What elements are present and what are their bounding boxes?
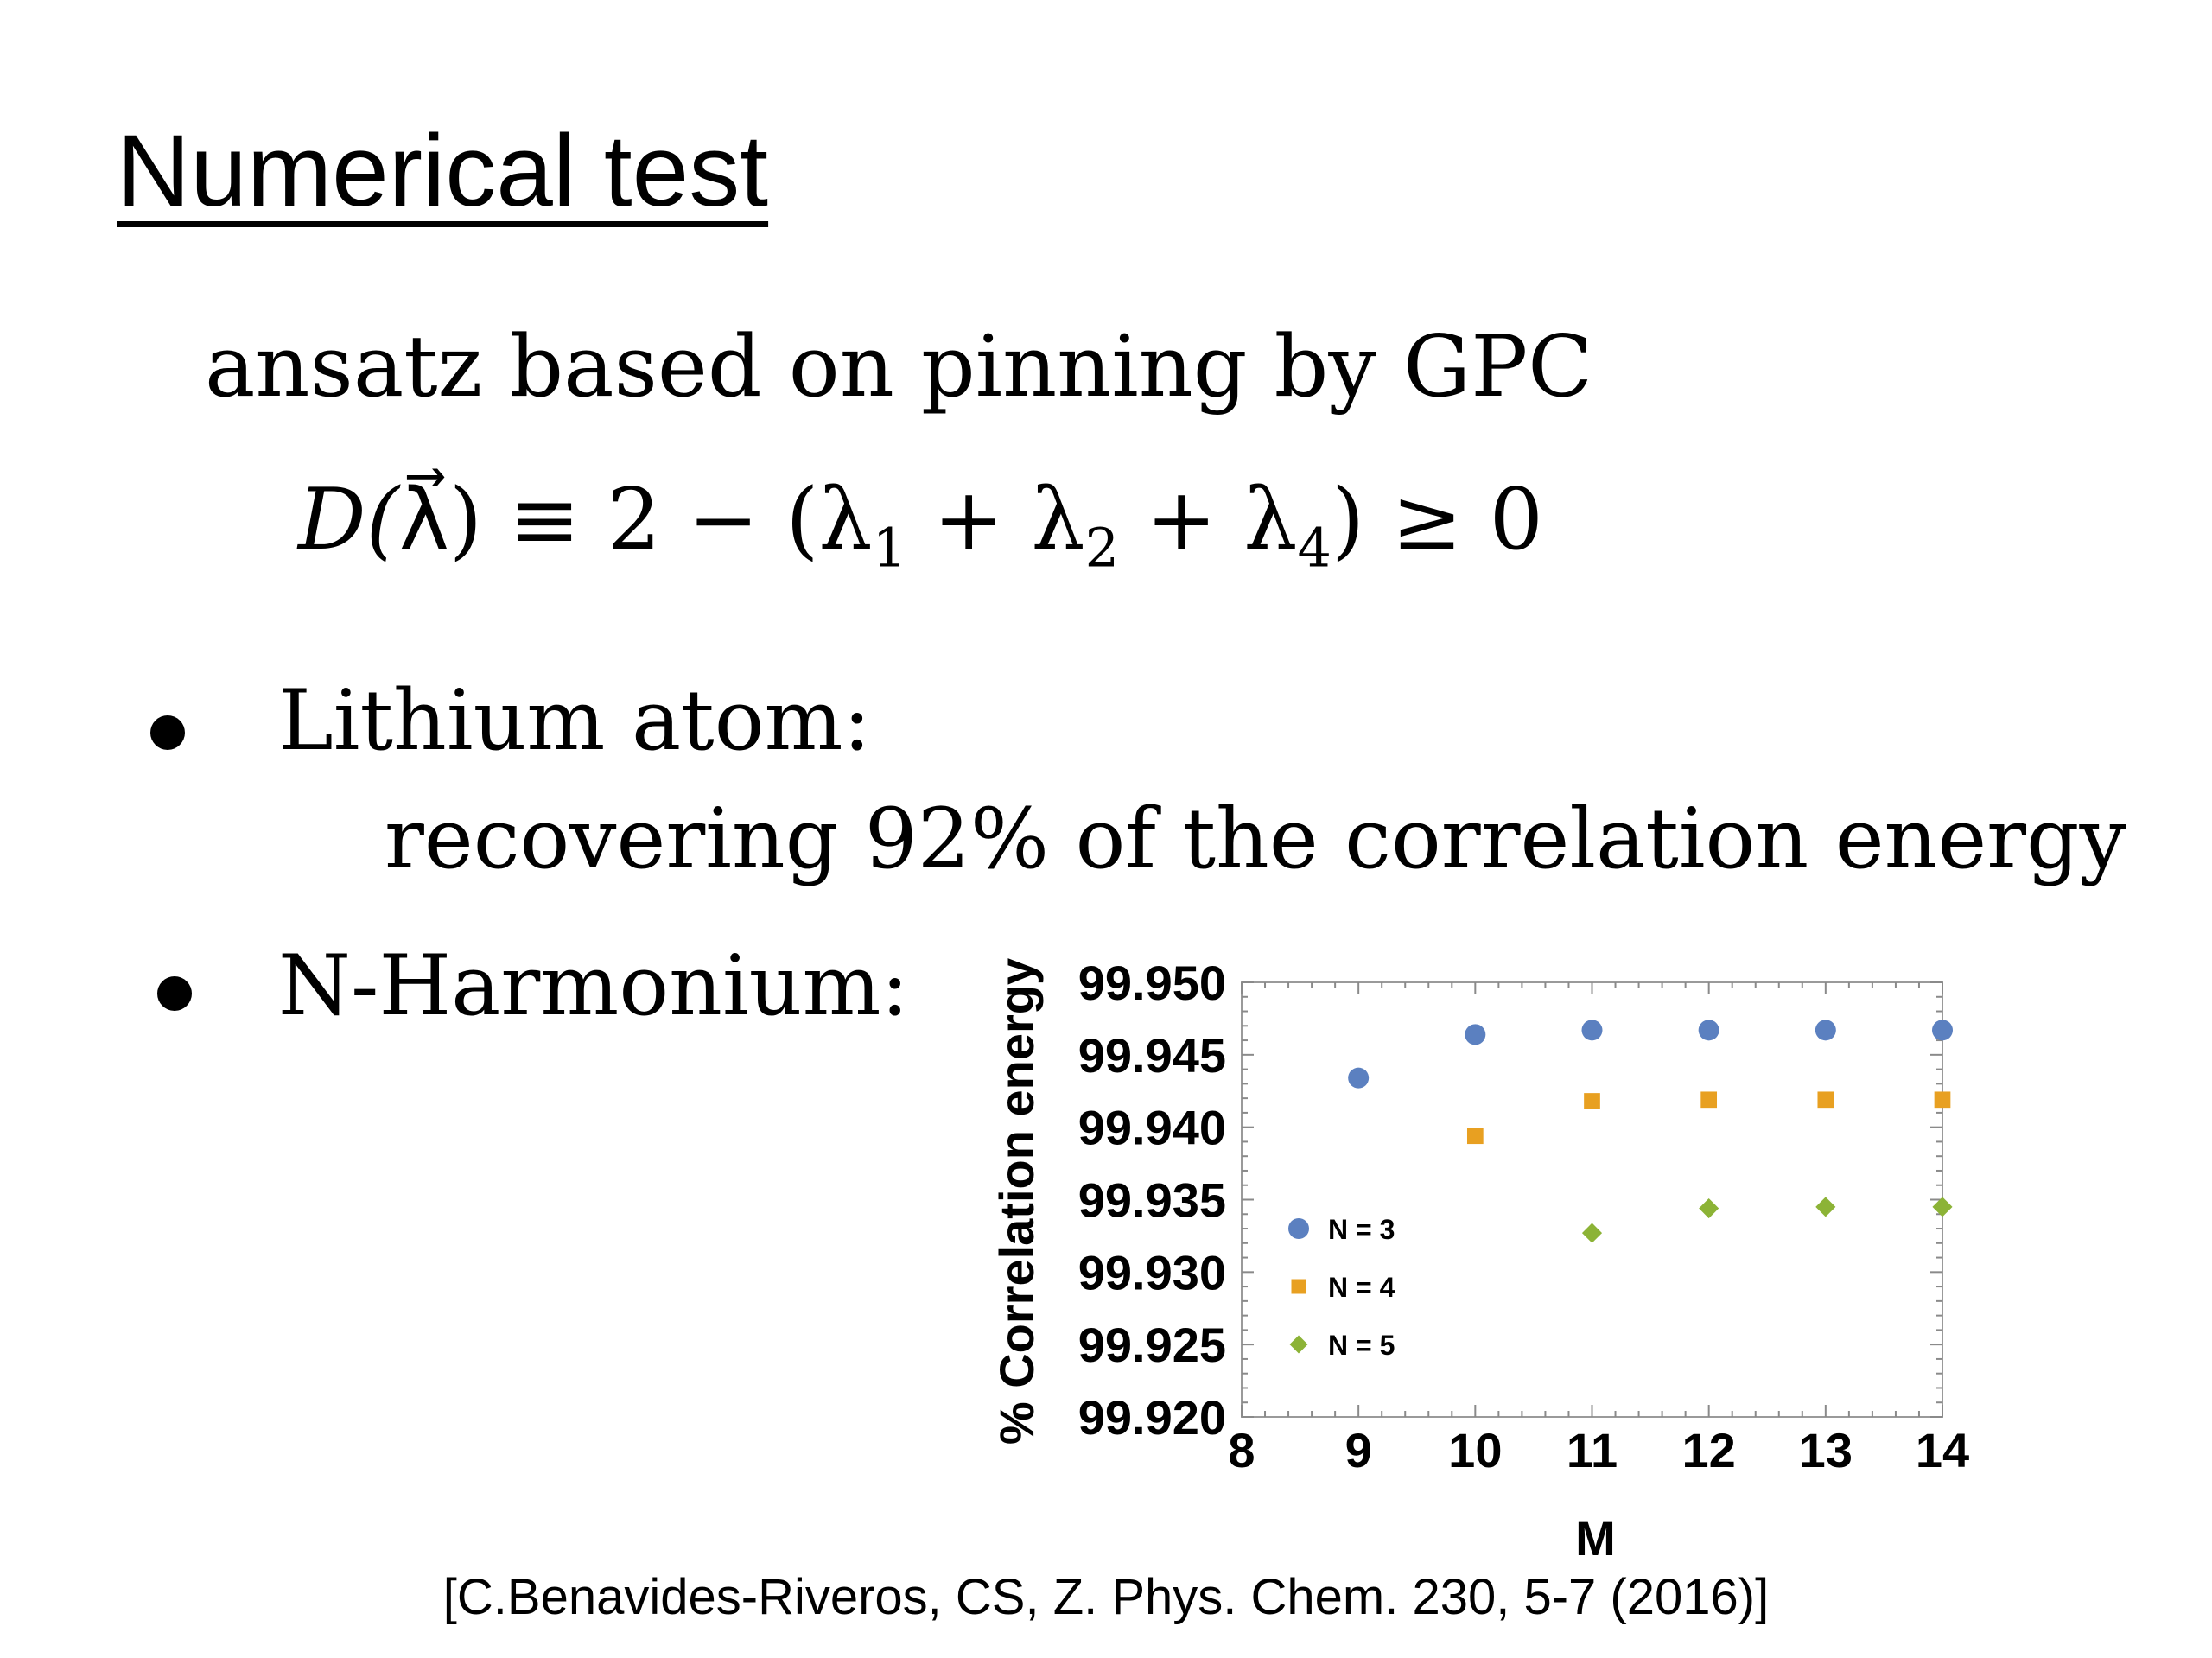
formula-sub-2: 2 bbox=[1084, 516, 1120, 580]
formula-tail: ) ≥ 0 bbox=[1332, 471, 1543, 569]
formula-lambda-vector: λ⃗ bbox=[398, 471, 449, 569]
slide-title: Numerical test bbox=[117, 114, 769, 228]
data-point bbox=[1815, 1197, 1836, 1217]
formula-d: D( bbox=[298, 471, 399, 569]
bullet-lithium-label: Lithium atom: bbox=[278, 672, 871, 769]
y-tick-label: 99.940 bbox=[1078, 1101, 1226, 1155]
legend-marker bbox=[1288, 1218, 1309, 1239]
data-point bbox=[1466, 1128, 1484, 1145]
data-point bbox=[1348, 1067, 1370, 1089]
y-tick-label: 99.950 bbox=[1078, 956, 1226, 1010]
x-tick-label: 13 bbox=[1799, 1423, 1853, 1477]
data-point bbox=[1699, 1198, 1719, 1219]
x-tick-label: 11 bbox=[1567, 1423, 1618, 1477]
pinning-formula: D(λ⃗) ≡ 2 − (λ1 + λ2 + λ4) ≥ 0 bbox=[298, 471, 1543, 580]
legend-label: N = 3 bbox=[1328, 1214, 1395, 1245]
data-point bbox=[1932, 1197, 1953, 1217]
x-tick-label: 14 bbox=[1916, 1423, 1969, 1477]
formula-plus-1: + λ bbox=[906, 471, 1085, 569]
data-point bbox=[1934, 1091, 1951, 1109]
x-tick-label: 10 bbox=[1448, 1423, 1502, 1477]
formula-rhs-open: ) ≡ 2 − (λ bbox=[448, 471, 873, 569]
data-point bbox=[1817, 1091, 1834, 1109]
formula-sub-1: 1 bbox=[872, 516, 907, 580]
data-point bbox=[1815, 1020, 1836, 1041]
data-point bbox=[1584, 1093, 1600, 1109]
y-tick-label: 99.920 bbox=[1078, 1390, 1226, 1445]
x-tick-label: 12 bbox=[1682, 1423, 1736, 1477]
x-tick-label: 9 bbox=[1345, 1423, 1372, 1477]
formula-plus-2: + λ bbox=[1119, 471, 1298, 569]
bullet-icon bbox=[150, 715, 185, 750]
legend-marker bbox=[1289, 1335, 1308, 1354]
data-point bbox=[1698, 1020, 1719, 1041]
data-point bbox=[1932, 1020, 1953, 1041]
legend-marker bbox=[1291, 1279, 1306, 1294]
y-tick-label: 99.930 bbox=[1078, 1245, 1226, 1299]
bullet-icon bbox=[157, 976, 192, 1011]
data-point bbox=[1581, 1020, 1603, 1041]
legend-label: N = 4 bbox=[1328, 1272, 1395, 1303]
data-point bbox=[1465, 1024, 1486, 1045]
bullet-harmonium-label: N-Harmonium: bbox=[278, 937, 909, 1034]
formula-sub-4: 4 bbox=[1297, 516, 1332, 580]
y-axis-label: % Correlation energy bbox=[989, 958, 1044, 1445]
citation: [C.Benavides-Riveros, CS, Z. Phys. Chem.… bbox=[442, 1569, 1770, 1625]
data-point bbox=[1700, 1091, 1718, 1109]
data-point bbox=[1581, 1223, 1603, 1243]
x-axis-label: M bbox=[1575, 1511, 1616, 1566]
y-tick-label: 99.925 bbox=[1078, 1318, 1226, 1372]
y-tick-label: 99.935 bbox=[1078, 1173, 1226, 1228]
y-tick-label: 99.945 bbox=[1078, 1028, 1226, 1083]
lithium-detail: recovering 92% of the correlation energy bbox=[385, 791, 2126, 887]
x-tick-label: 8 bbox=[1228, 1423, 1255, 1477]
ansatz-text: ansatz based on pinning by GPC bbox=[205, 318, 1593, 416]
legend-label: N = 5 bbox=[1328, 1330, 1395, 1361]
